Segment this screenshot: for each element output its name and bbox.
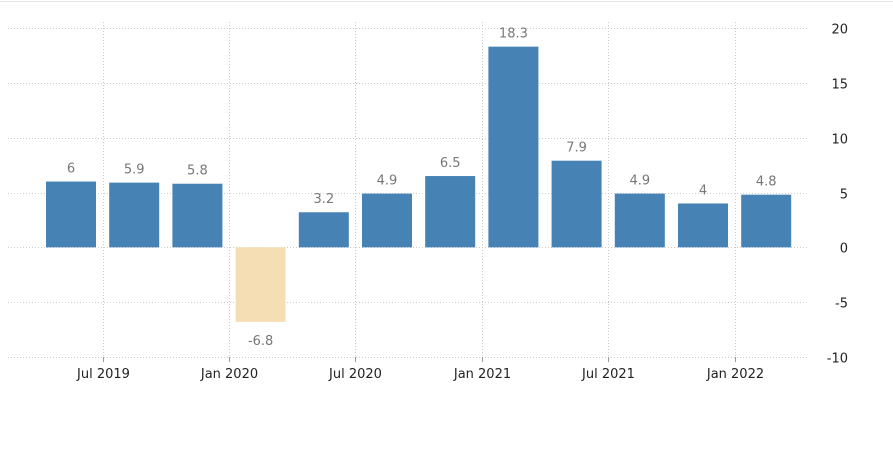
gridlines: [8, 22, 808, 358]
y-tick-label: 5: [840, 188, 848, 203]
x-tick-label: Jul 2021: [581, 367, 635, 382]
x-tick-label: Jul 2019: [76, 367, 130, 382]
y-tick-label: -10: [827, 352, 848, 367]
x-tick-label: Jan 2021: [453, 367, 511, 382]
bar-value-label: 4.9: [629, 174, 650, 189]
data-labels: 6 5.9 5.8 -6.8 3.2 4.9 6.5 18.3 7.9 4.9 4 4.8: [67, 27, 777, 349]
bar-q2-2021[interactable]: [551, 160, 602, 248]
bar-q3-2020[interactable]: [362, 193, 412, 248]
y-axis: 20 15 10 5 0 -5 -10: [827, 23, 848, 367]
bar-value-label: 3.2: [313, 192, 334, 207]
x-tick-label: Jul 2020: [328, 367, 382, 382]
y-tick-label: 10: [831, 133, 848, 148]
x-tick-label: Jan 2020: [200, 367, 258, 382]
bar-value-label: -6.8: [248, 334, 273, 349]
bar-q2-2020[interactable]: [298, 212, 349, 248]
bar-value-label: 5.8: [187, 164, 208, 179]
bar-q1-2020[interactable]: [235, 247, 286, 322]
y-tick-label: -5: [835, 297, 848, 312]
y-tick-label: 15: [831, 78, 848, 93]
bar-q4-2020[interactable]: [425, 176, 476, 248]
bar-value-label: 4: [699, 183, 707, 198]
bar-value-label: 7.9: [566, 141, 587, 156]
bar-value-label: 6: [67, 162, 75, 177]
bar-q4-2019[interactable]: [172, 183, 223, 248]
bar-q1-2021[interactable]: [488, 46, 539, 248]
y-tick-label: 20: [831, 23, 848, 38]
bar-value-label: 18.3: [499, 27, 528, 42]
bar-q2-2019[interactable]: [46, 181, 96, 248]
bar-q4-2021[interactable]: [678, 203, 728, 248]
bar-q1-2022[interactable]: [741, 194, 792, 248]
bar-q3-2019[interactable]: [109, 182, 160, 248]
x-axis: Jul 2019 Jan 2020 Jul 2020 Jan 2021 Jul 2021…: [76, 357, 764, 382]
bar-value-label: 6.5: [440, 156, 461, 171]
bars: [46, 46, 792, 322]
bar-value-label: 4.8: [756, 175, 777, 190]
bar-q3-2021[interactable]: [614, 193, 665, 248]
bar-value-label: 4.9: [377, 174, 398, 189]
x-tick-label: Jan 2022: [706, 367, 764, 382]
y-tick-label: 0: [840, 242, 848, 257]
bar-value-label: 5.9: [124, 163, 145, 178]
